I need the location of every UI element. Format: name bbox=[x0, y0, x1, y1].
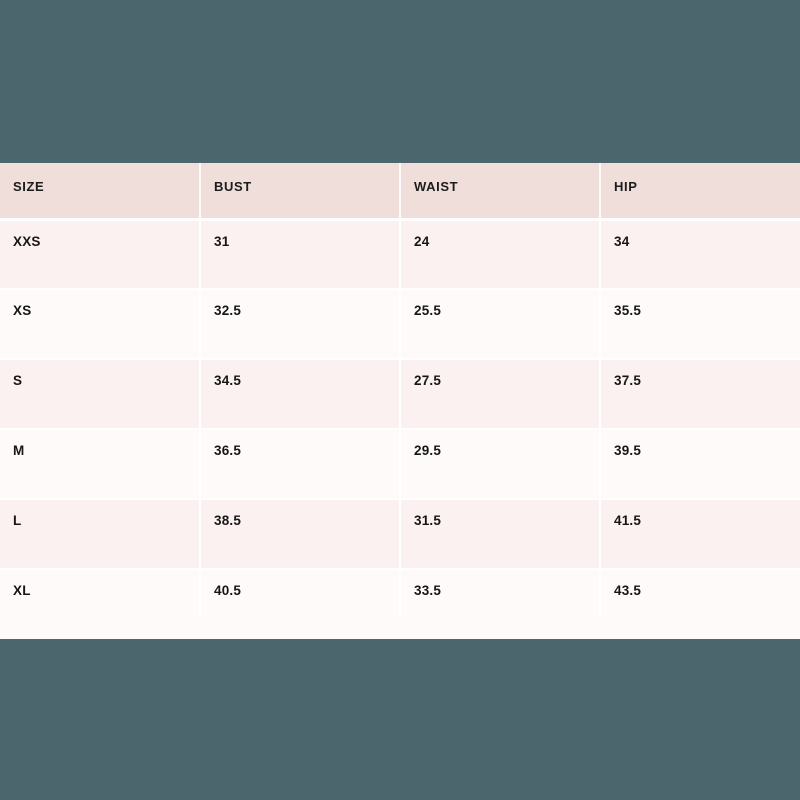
size-chart-table: SIZE BUST WAIST HIP XXS 31 24 34 XS 32.5… bbox=[0, 163, 800, 639]
cell-waist: 27.5 bbox=[400, 359, 601, 430]
cell-hip: 35.5 bbox=[600, 289, 800, 360]
cell-bust: 31 bbox=[200, 219, 401, 290]
cell-bust: 32.5 bbox=[200, 289, 401, 360]
cell-hip: 37.5 bbox=[600, 359, 800, 430]
table-row: XS 32.5 25.5 35.5 bbox=[0, 289, 800, 360]
table-bottom-strip bbox=[0, 619, 800, 636]
table-header-row: SIZE BUST WAIST HIP bbox=[0, 163, 800, 221]
cell-waist: 31.5 bbox=[400, 499, 601, 570]
column-header-size: SIZE bbox=[0, 163, 201, 221]
table-row: XXS 31 24 34 bbox=[0, 219, 800, 290]
cell-size: M bbox=[0, 429, 201, 500]
table-row: S 34.5 27.5 37.5 bbox=[0, 359, 800, 430]
size-chart-header: SIZE BUST WAIST HIP bbox=[0, 163, 800, 221]
cell-bust: 34.5 bbox=[200, 359, 401, 430]
table-row: M 36.5 29.5 39.5 bbox=[0, 429, 800, 500]
cell-size: XS bbox=[0, 289, 201, 360]
size-chart-body: XXS 31 24 34 XS 32.5 25.5 35.5 S 34.5 27… bbox=[0, 219, 800, 639]
cell-waist: 25.5 bbox=[400, 289, 601, 360]
column-header-hip: HIP bbox=[600, 163, 800, 221]
cell-waist: 24 bbox=[400, 219, 601, 290]
cell-hip: 34 bbox=[600, 219, 800, 290]
cell-size: L bbox=[0, 499, 201, 570]
cell-bust: 36.5 bbox=[200, 429, 401, 500]
cell-waist: 29.5 bbox=[400, 429, 601, 500]
table-row: L 38.5 31.5 41.5 bbox=[0, 499, 800, 570]
cell-size: XXS bbox=[0, 219, 201, 290]
cell-size: S bbox=[0, 359, 201, 430]
cell-hip: 39.5 bbox=[600, 429, 800, 500]
cell-hip: 41.5 bbox=[600, 499, 800, 570]
column-header-bust: BUST bbox=[200, 163, 401, 221]
column-header-waist: WAIST bbox=[400, 163, 601, 221]
cell-bust: 38.5 bbox=[200, 499, 401, 570]
